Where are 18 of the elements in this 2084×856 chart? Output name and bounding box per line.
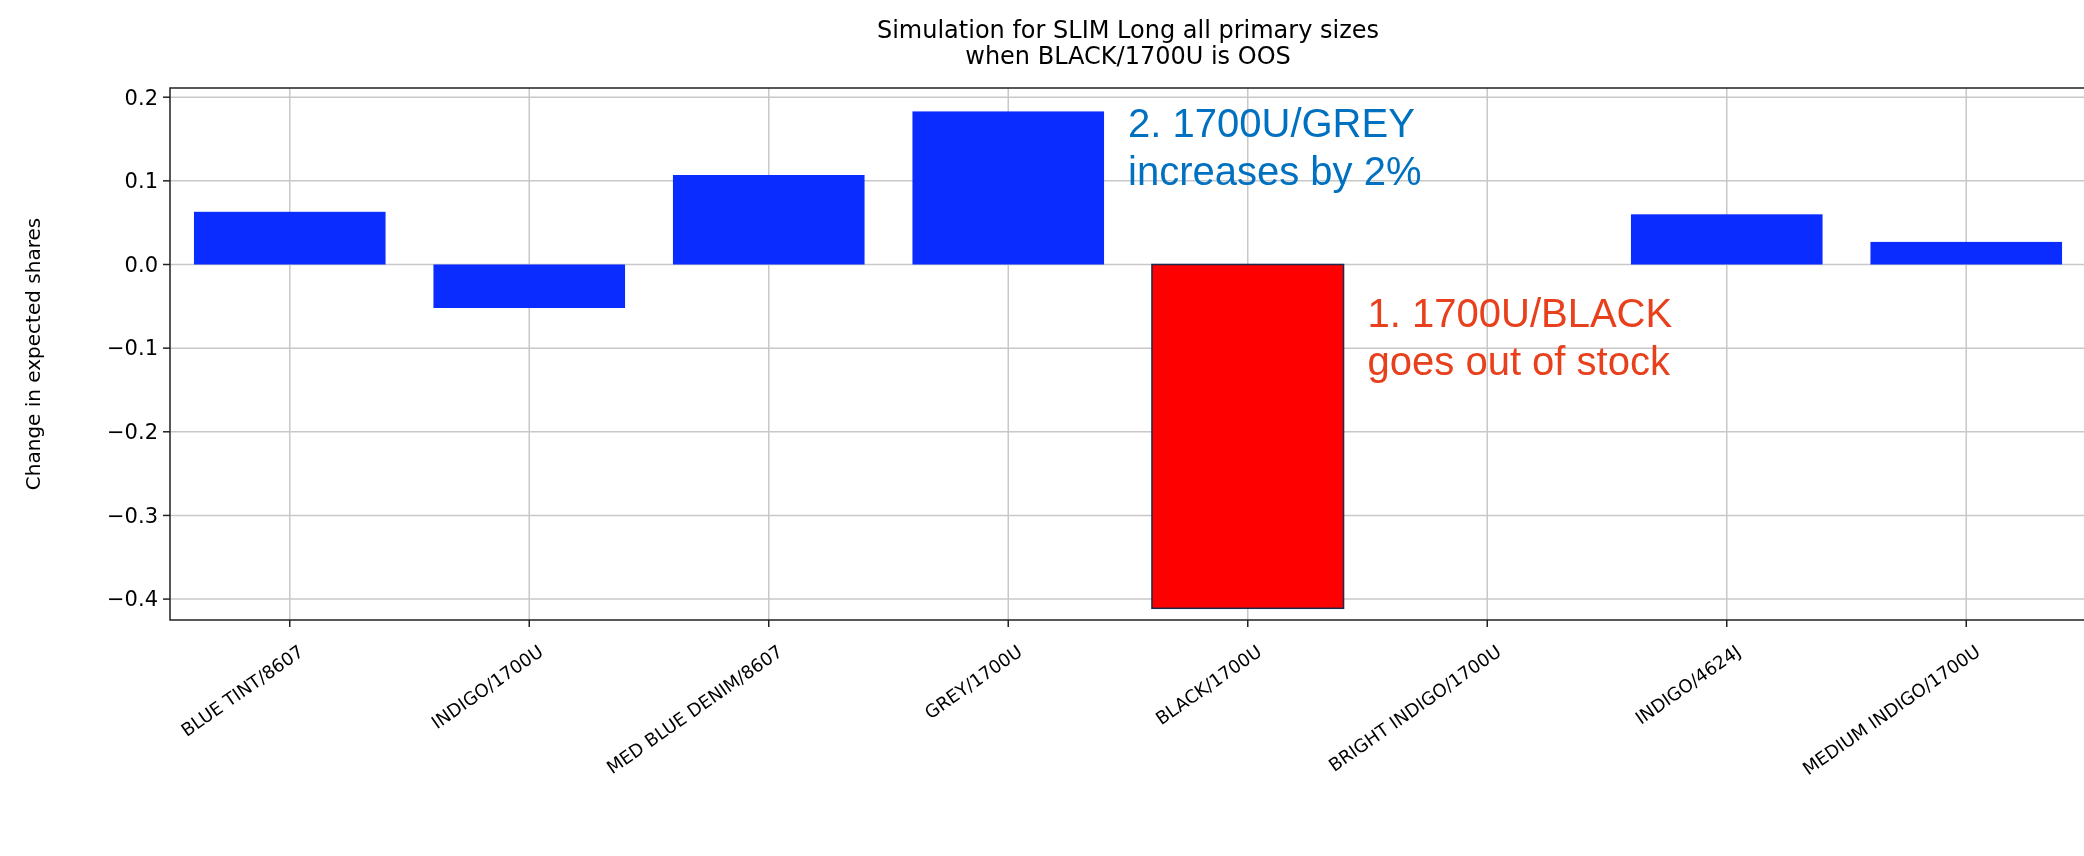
annotation: 2. 1700U/GREY increases by 2% xyxy=(1128,101,1422,194)
bar xyxy=(193,211,386,265)
bar xyxy=(1630,214,1823,265)
chart-title: Simulation for SLIM Long all primary sizes when BLACK/1700U is OOS xyxy=(876,16,1380,70)
bar xyxy=(912,111,1105,265)
y-tick-label: −0.2 xyxy=(107,420,158,445)
bar xyxy=(672,174,865,265)
y-tick-label: −0.1 xyxy=(107,336,158,361)
annotation: 1. 1700U/BLACK goes out of stock xyxy=(1367,290,1673,383)
y-axis-title: Change in expected shares xyxy=(21,217,45,491)
y-tick-label: −0.4 xyxy=(107,587,158,612)
y-tick-label: 0.2 xyxy=(124,85,158,110)
bar xyxy=(1870,241,2063,265)
y-tick-label: −0.3 xyxy=(107,503,158,528)
y-tick-label: 0.1 xyxy=(124,169,158,194)
bar xyxy=(433,264,626,308)
y-tick-label: 0.0 xyxy=(124,252,158,277)
bar xyxy=(1151,263,1345,610)
